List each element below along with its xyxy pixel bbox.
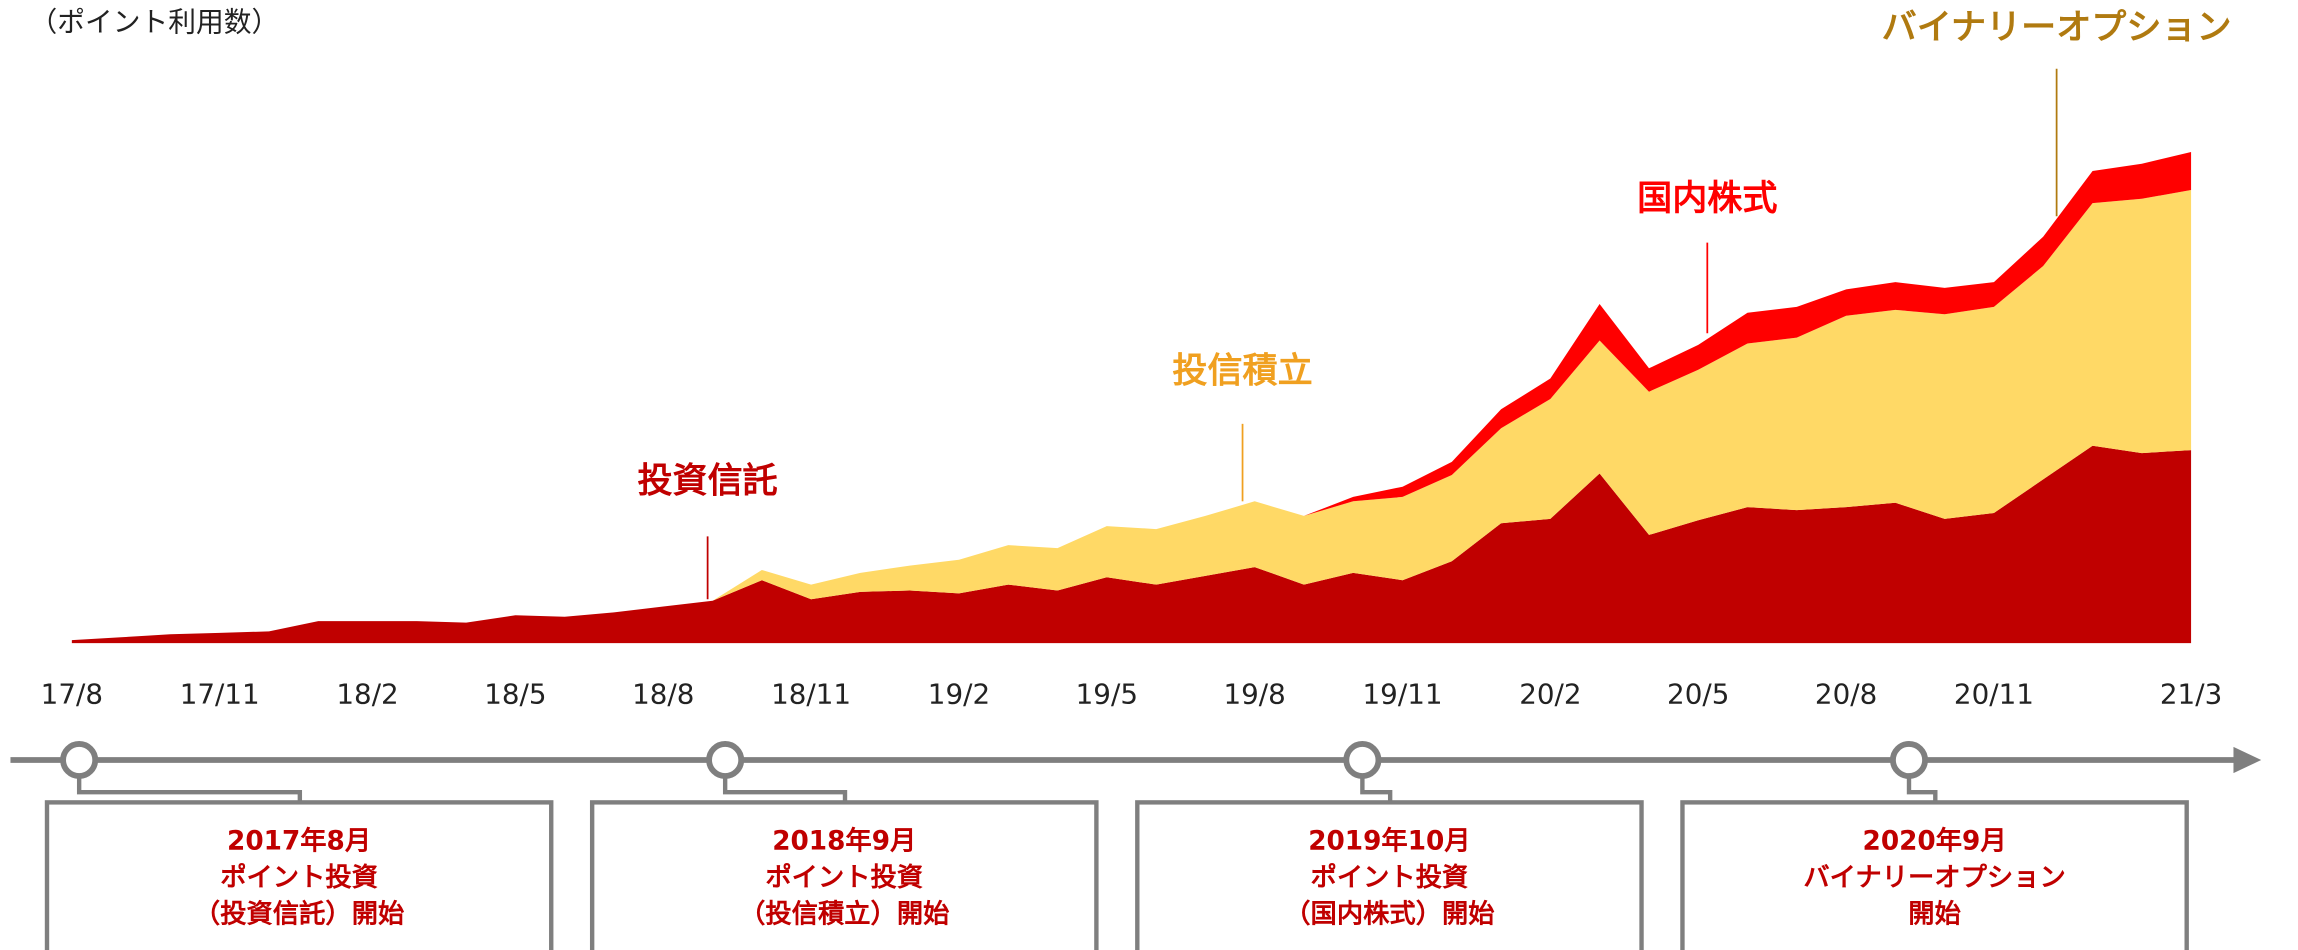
- milestone-text: バイナリーオプション: [1803, 863, 2065, 893]
- annotation: 投資信託: [637, 460, 777, 501]
- x-tick-label: 19/8: [1224, 678, 1286, 711]
- connector: [1906, 774, 1938, 801]
- milestone-text: ポイント投資: [1311, 862, 1469, 893]
- milestone-text: 2020年9月: [1863, 825, 2007, 856]
- x-tick-label: 20/2: [1519, 678, 1581, 711]
- milestone-text: 2018年9月: [772, 825, 916, 856]
- milestone-dot: [1343, 741, 1382, 779]
- x-tick-label: 17/11: [180, 678, 260, 711]
- connector: [722, 774, 848, 801]
- milestone-text: 開始: [1908, 899, 1961, 929]
- milestone-text: 2017年8月: [227, 825, 371, 856]
- area: [71, 445, 2192, 644]
- milestone-dot: [706, 741, 745, 779]
- milestone-box: [44, 800, 554, 950]
- x-tick-label: 20/8: [1815, 678, 1877, 711]
- x-tick-label: 18/8: [632, 678, 694, 711]
- x-tick-label: 19/5: [1076, 678, 1138, 711]
- milestone-text: ポイント投資: [220, 862, 378, 893]
- milestone-box: [589, 800, 1099, 950]
- x-tick-label: 20/11: [1954, 678, 2034, 711]
- milestone-text: （国内株式）開始: [1284, 899, 1495, 929]
- milestone-dot: [1890, 741, 1928, 779]
- x-tick-label: 19/11: [1363, 678, 1443, 711]
- annotation: 投信積立: [1172, 351, 1312, 392]
- milestone-text: （投資信託）開始: [194, 898, 405, 929]
- timeline-arrow: [2233, 746, 2262, 774]
- x-tick-label: 18/2: [336, 678, 398, 711]
- milestone-box: [1680, 800, 2189, 950]
- x-tick-label: 18/5: [484, 678, 546, 711]
- area: [71, 190, 2192, 641]
- x-tick-label: 20/5: [1667, 678, 1729, 711]
- milestone-text: （投信積立）開始: [739, 898, 950, 929]
- milestone-text: ポイント投資: [765, 862, 923, 893]
- milestone-dot: [60, 741, 99, 779]
- x-tick-label: 21/3: [2160, 678, 2222, 711]
- x-tick-label: 17/8: [41, 678, 103, 711]
- milestone-box: [1135, 800, 1644, 950]
- connector: [76, 774, 303, 801]
- x-tick-label: 19/2: [928, 678, 990, 711]
- annotation: バイナリーオプション: [1882, 7, 2232, 48]
- milestone-text: 2019年10月: [1308, 825, 1470, 856]
- connector: [1360, 774, 1393, 801]
- annotation: 国内株式: [1637, 178, 1777, 219]
- x-tick-label: 18/11: [771, 678, 851, 711]
- y-label: （ポイント利用数）: [29, 5, 279, 38]
